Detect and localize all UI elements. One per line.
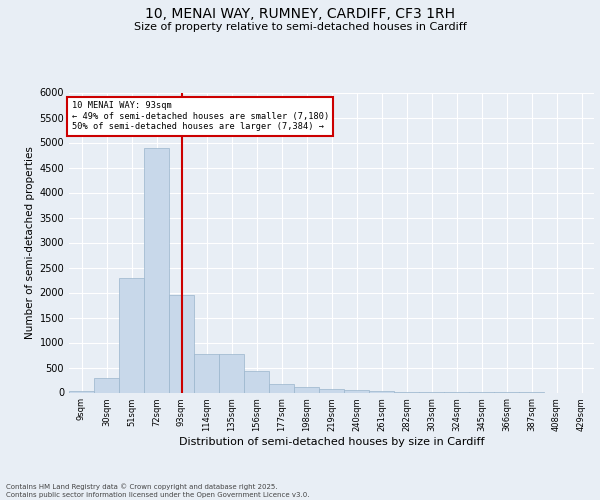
Bar [319, 389, 344, 392]
Bar [294, 387, 319, 392]
Bar [119, 278, 144, 392]
Bar [144, 148, 169, 392]
Bar [194, 354, 219, 393]
Text: Contains HM Land Registry data © Crown copyright and database right 2025.
Contai: Contains HM Land Registry data © Crown c… [6, 484, 310, 498]
Text: Size of property relative to semi-detached houses in Cardiff: Size of property relative to semi-detach… [134, 22, 466, 32]
Bar [94, 378, 119, 392]
Bar [169, 295, 194, 392]
Bar [69, 391, 94, 392]
Bar [244, 371, 269, 392]
Bar [269, 384, 294, 392]
Bar [369, 391, 394, 392]
Bar [344, 390, 369, 392]
Text: 10, MENAI WAY, RUMNEY, CARDIFF, CF3 1RH: 10, MENAI WAY, RUMNEY, CARDIFF, CF3 1RH [145, 8, 455, 22]
X-axis label: Distribution of semi-detached houses by size in Cardiff: Distribution of semi-detached houses by … [179, 437, 484, 447]
Text: 10 MENAI WAY: 93sqm
← 49% of semi-detached houses are smaller (7,180)
50% of sem: 10 MENAI WAY: 93sqm ← 49% of semi-detach… [71, 102, 329, 132]
Bar [219, 354, 244, 393]
Y-axis label: Number of semi-detached properties: Number of semi-detached properties [25, 146, 35, 339]
